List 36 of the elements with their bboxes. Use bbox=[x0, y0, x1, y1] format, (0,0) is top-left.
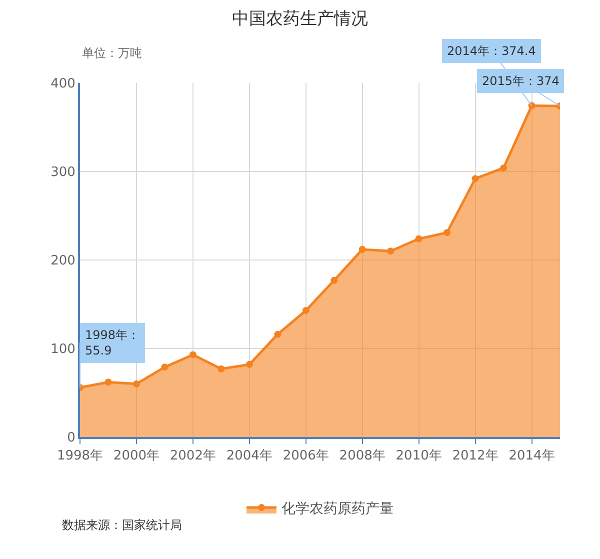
y-tick-label: 300 bbox=[50, 165, 76, 180]
y-tick-label: 0 bbox=[67, 430, 76, 446]
y-tick-label: 200 bbox=[50, 254, 76, 269]
point bbox=[218, 365, 225, 372]
x-tick-label: 2014年 bbox=[508, 448, 555, 464]
point bbox=[246, 360, 253, 368]
x-tick-label: 2010年 bbox=[396, 448, 442, 464]
legend-label: 化学农药原药产量 bbox=[282, 500, 394, 517]
x-tick-label: 2002年 bbox=[170, 448, 216, 464]
annotation: 1998年： 55.9 bbox=[85, 328, 140, 358]
x-tick-label: 1998年 bbox=[56, 448, 104, 464]
x-tick-label: 2000年 bbox=[113, 448, 160, 464]
point bbox=[387, 248, 394, 255]
chart-title: 中国农药生产情况 bbox=[232, 8, 368, 29]
point bbox=[274, 330, 282, 338]
y-axis-title: 单位：万吨 bbox=[82, 46, 142, 60]
x-tick-label: 2006年 bbox=[282, 448, 329, 464]
x-tick-label: 2004年 bbox=[226, 448, 272, 464]
point bbox=[189, 351, 196, 358]
point bbox=[500, 164, 508, 172]
y-tick-label: 100 bbox=[50, 342, 76, 358]
source-note: 数据来源：国家统计局 bbox=[62, 518, 182, 532]
point bbox=[132, 380, 140, 388]
point bbox=[472, 175, 479, 182]
point bbox=[104, 378, 112, 386]
point bbox=[161, 364, 168, 371]
point bbox=[302, 306, 310, 314]
point bbox=[358, 246, 366, 253]
point bbox=[444, 229, 451, 236]
annotation: 2014年：374.4 bbox=[447, 44, 536, 58]
x-tick-label: 2012年 bbox=[452, 448, 498, 464]
x-tick-label: 2008年 bbox=[339, 448, 386, 464]
annotation: 2015年：374 bbox=[482, 74, 560, 88]
point bbox=[415, 235, 422, 242]
y-tick-label: 400 bbox=[50, 76, 76, 92]
point bbox=[330, 276, 338, 284]
